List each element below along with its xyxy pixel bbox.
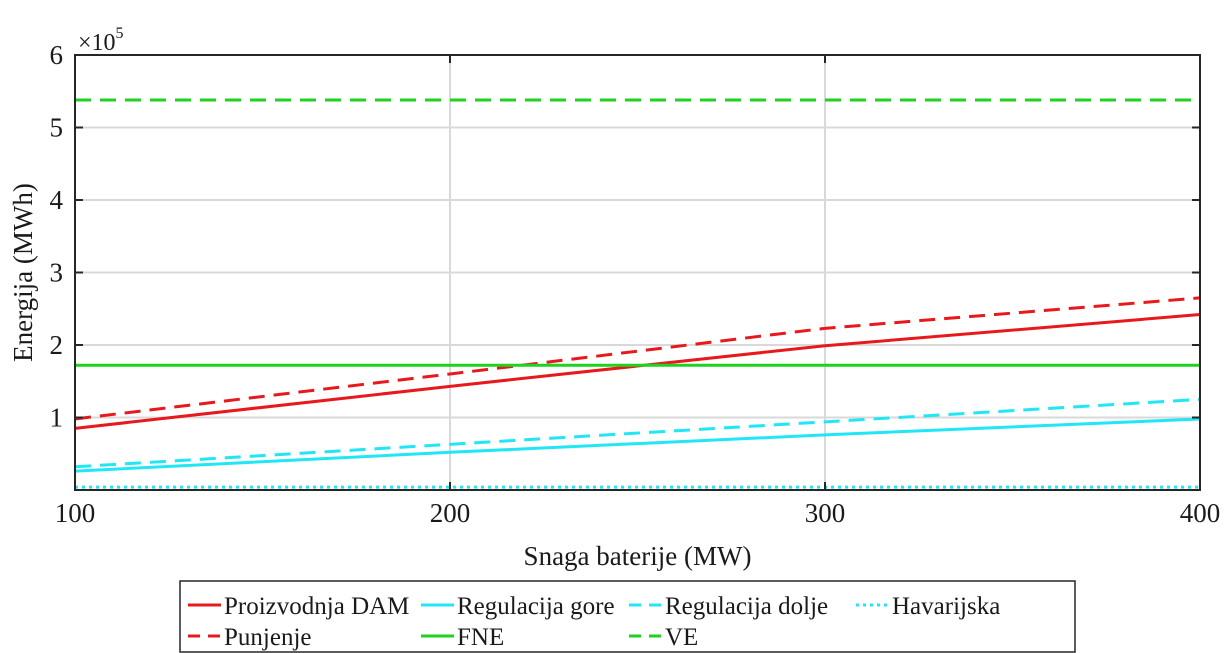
y-tick-label: 3: [50, 258, 64, 288]
legend-label-5: FNE: [457, 624, 504, 651]
y-axis-ticks: 1 2 3 4 5 6: [50, 40, 1200, 433]
legend-label-0: Proizvodnja DAM: [224, 593, 409, 620]
y-tick-label: 6: [50, 40, 64, 70]
exponent-power: 5: [116, 25, 124, 42]
x-tick-label: 100: [55, 498, 96, 528]
x-axis-ticks: 100 200 300 400: [55, 55, 1221, 528]
x-axis-label: Snaga baterije (MW): [524, 541, 752, 571]
y-tick-label: 2: [50, 330, 64, 360]
series-line-1: [74, 417, 1201, 473]
y-tick-label: 1: [50, 403, 64, 433]
x-tick-label: 200: [430, 498, 471, 528]
x-tick-label: 400: [1180, 498, 1221, 528]
grid-lines: [75, 55, 1200, 490]
y-axis-label: Energija (MWh): [8, 183, 38, 362]
legend-label-3: Havarijska: [892, 593, 1000, 620]
legend-label-1: Regulacija gore: [457, 593, 615, 620]
legend-label-4: Punjenje: [224, 624, 312, 651]
series-line-2: [74, 397, 1201, 469]
legend-box: [179, 580, 1076, 653]
series-line-0: [74, 313, 1201, 430]
y-axis-exponent: ×105: [78, 25, 124, 56]
legend-label-6: VE: [665, 624, 698, 651]
y-tick-label: 5: [50, 113, 64, 143]
legend-label-2: Regulacija dolje: [665, 593, 828, 620]
exponent-base: ×10: [78, 30, 116, 56]
legend: Proizvodnja DAM Regulacija gore Regulacija…: [179, 580, 1076, 653]
y-tick-label: 4: [50, 185, 64, 215]
series-lines: [74, 98, 1201, 489]
x-tick-label: 300: [805, 498, 846, 528]
series-line-4: [74, 296, 1201, 421]
